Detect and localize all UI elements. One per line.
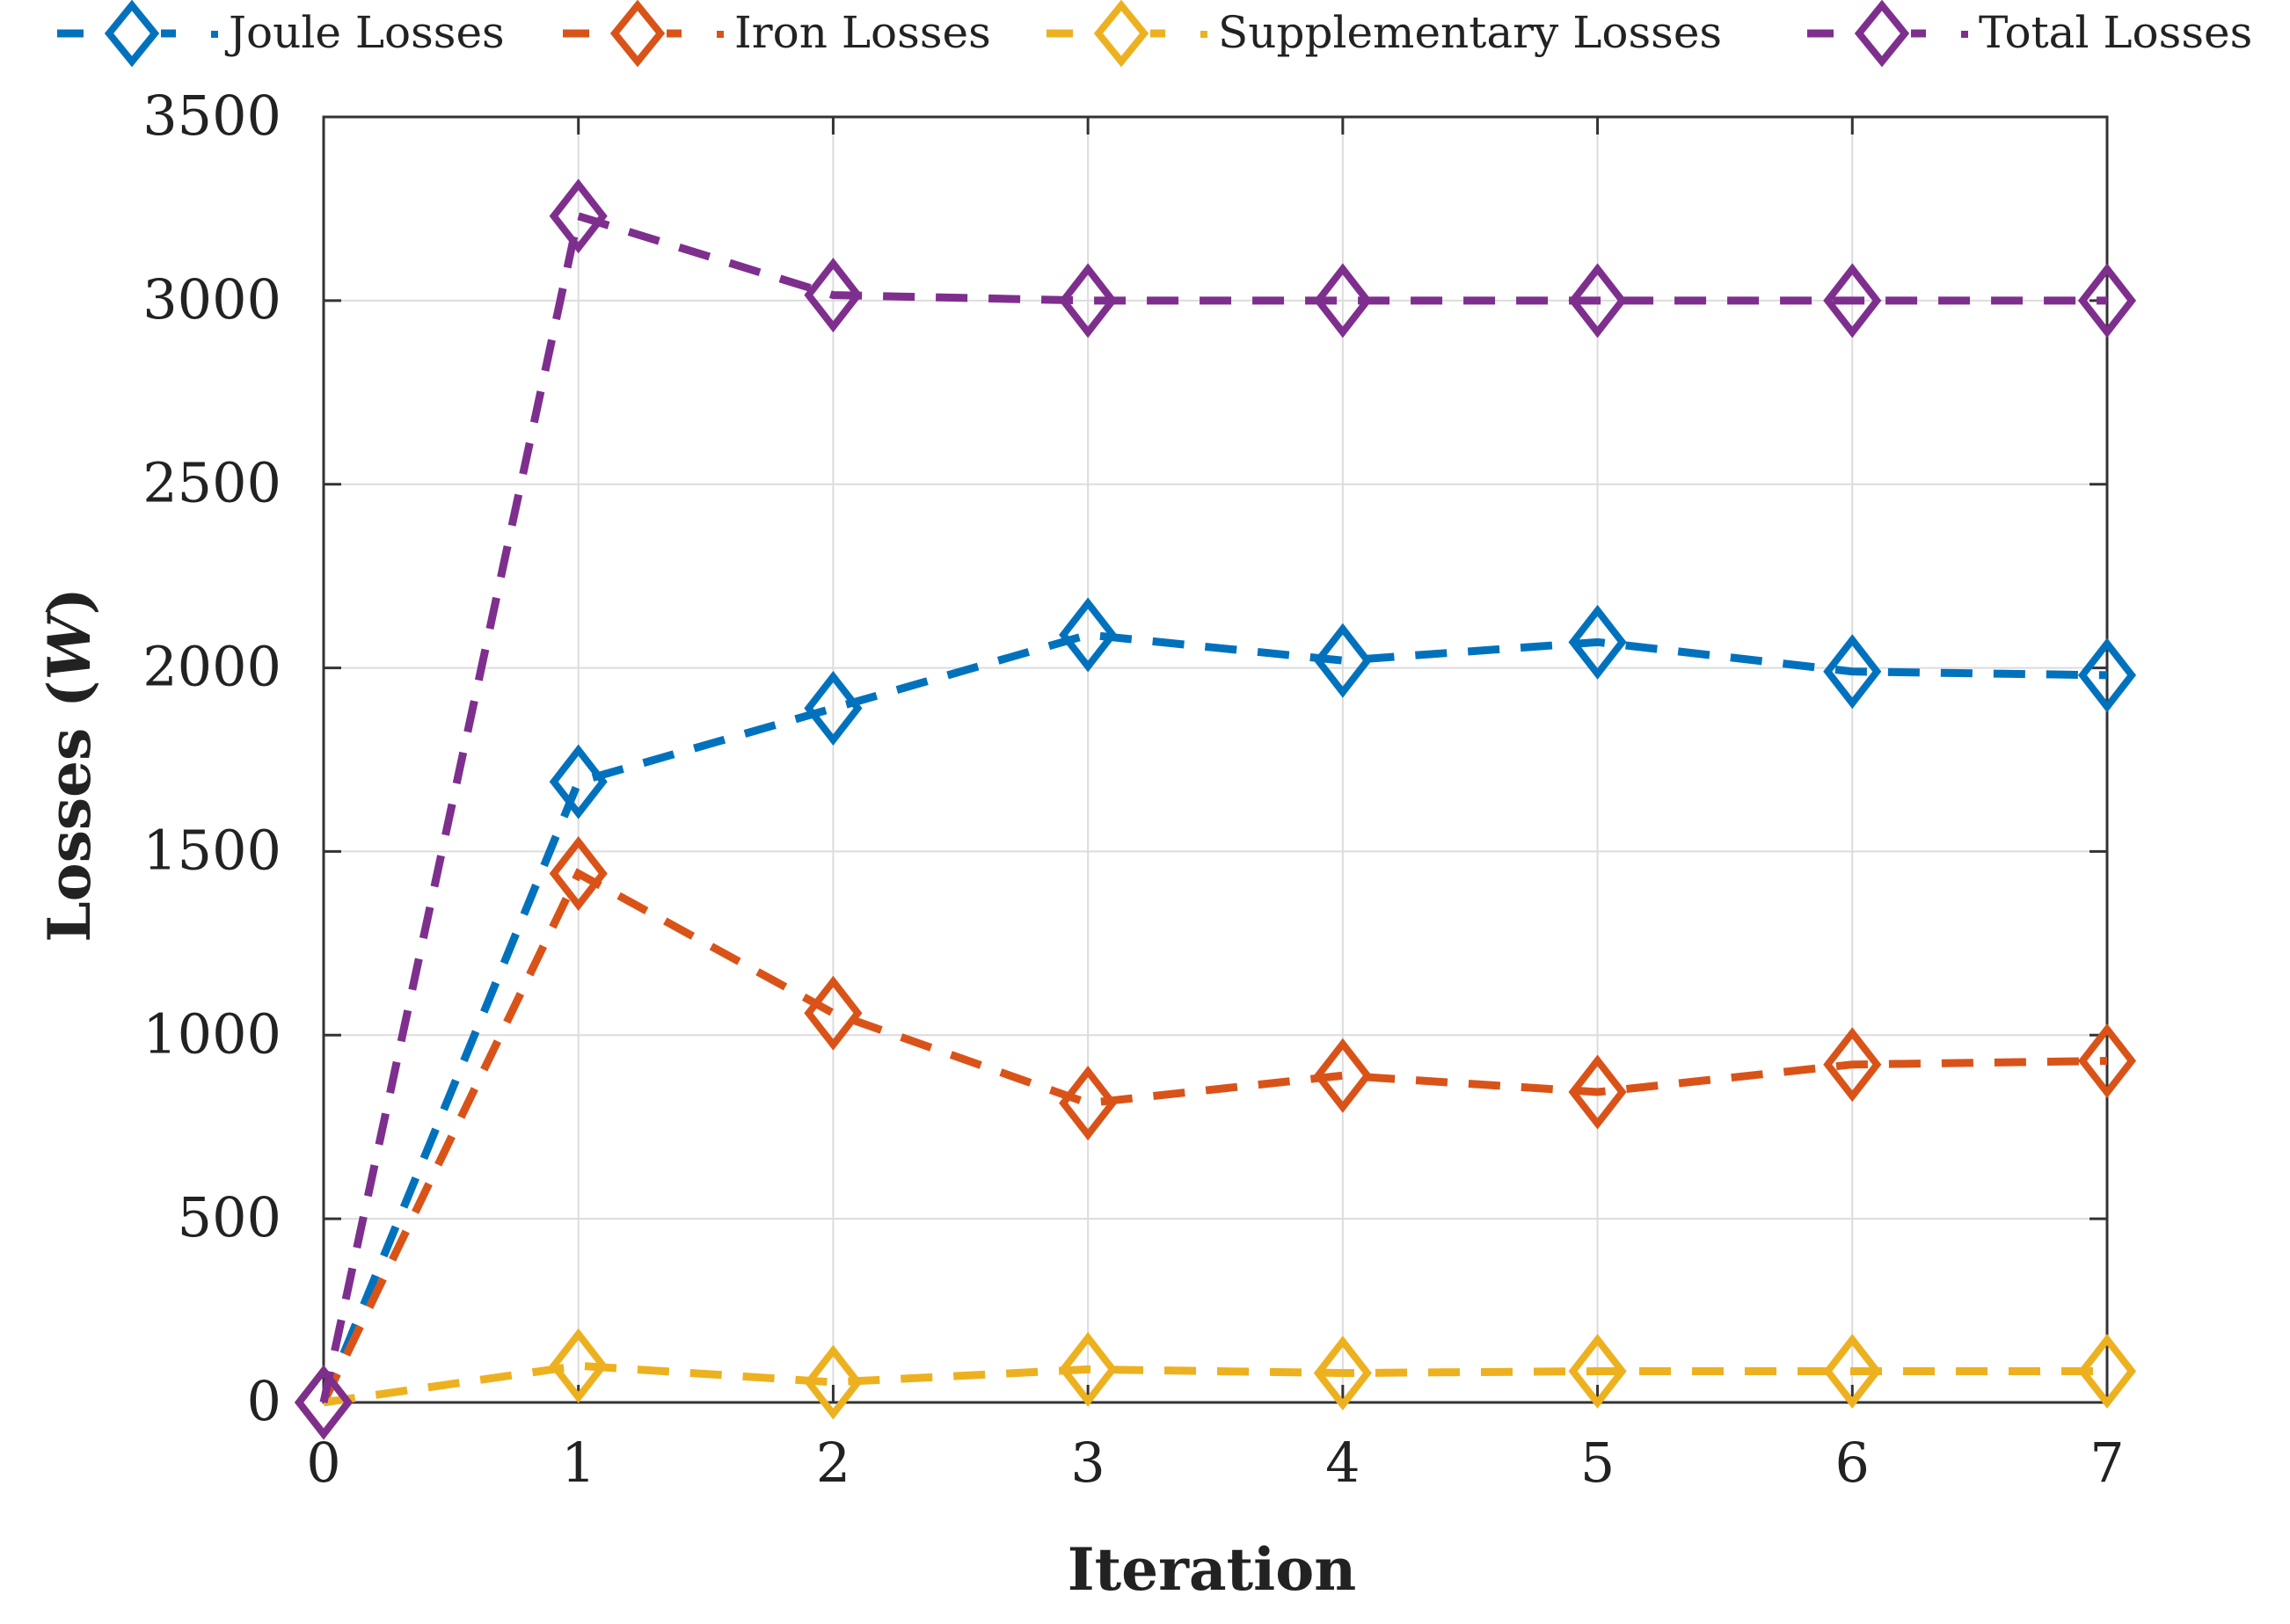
legend-label-total-losses: Total Losses (1979, 7, 2252, 58)
axes: 0 1 2 3 4 5 6 7 0 500 1000 1500 2000 2500 3000 3500 (142, 84, 2125, 1495)
y-tick-label: 1500 (142, 818, 281, 882)
y-tick-label: 3500 (142, 84, 281, 148)
y-tick-label: 500 (178, 1185, 281, 1249)
data-point-iron-losses (804, 975, 863, 1051)
legend-dot-joule-losses (211, 31, 218, 38)
y-tick-label: 1000 (142, 1001, 281, 1066)
data-point-total-losses (1823, 263, 1882, 339)
legend: Joule Losses Iron Losses Supplementary Los… (57, 0, 2252, 68)
legend-marker-joule-losses (104, 0, 160, 68)
data-point-total-losses (2077, 263, 2137, 339)
series-line-joule-losses (319, 630, 2108, 1404)
series-supplementary-losses (294, 1328, 2137, 1440)
legend-label-joule-losses: Joule Losses (224, 7, 505, 58)
data-point-joule-losses (1823, 634, 1882, 710)
series-line-total-losses (319, 211, 2107, 1403)
plot-frame (322, 115, 2109, 1404)
series-total-losses (294, 178, 2137, 1440)
y-axis-title: Losses (W) (35, 587, 104, 942)
legend-item-joule-losses: Joule Losses (57, 0, 505, 68)
data-point-supplementary-losses (2077, 1333, 2137, 1409)
y-tick-label: 2000 (142, 635, 281, 699)
data-point-iron-losses (2077, 1023, 2137, 1099)
grid (324, 117, 2107, 1402)
legend-dot-supplementary-losses (1200, 31, 1207, 38)
legend-label-supplementary-losses: Supplementary Losses (1218, 7, 1722, 58)
y-axis-title-close: ) (35, 587, 104, 615)
data-point-joule-losses (1568, 604, 1627, 680)
data-point-iron-losses (1823, 1027, 1882, 1103)
x-axis-title: Iteration (1068, 1535, 1356, 1604)
y-axis-title-main: Losses ( (35, 681, 104, 943)
data-point-supplementary-losses (1568, 1333, 1627, 1409)
x-tick-label: 5 (1580, 1431, 1615, 1495)
series-layer (294, 178, 2137, 1440)
data-point-joule-losses (2077, 637, 2137, 713)
x-tick-label: 2 (816, 1431, 850, 1495)
series-line-supplementary-losses (323, 1361, 2107, 1407)
data-point-supplementary-losses (549, 1328, 608, 1403)
x-tick-label: 4 (1325, 1431, 1360, 1495)
x-tick-label: 7 (2089, 1431, 2124, 1495)
data-point-supplementary-losses (804, 1344, 863, 1420)
series-iron-losses (294, 835, 2137, 1440)
data-point-total-losses (1568, 263, 1627, 339)
legend-item-iron-losses: Iron Losses (563, 0, 991, 68)
y-tick-label: 2500 (142, 451, 281, 515)
data-point-iron-losses (549, 835, 608, 912)
x-tick-label: 3 (1070, 1431, 1105, 1495)
data-point-supplementary-losses (1823, 1333, 1882, 1409)
legend-dot-iron-losses (717, 31, 724, 38)
x-tick-label: 1 (561, 1431, 595, 1495)
legend-dot-total-losses (1961, 31, 1968, 38)
y-tick-label: 3000 (142, 267, 281, 331)
series-joule-losses (294, 597, 2137, 1440)
data-point-total-losses (1059, 263, 1118, 339)
x-tick-label: 6 (1835, 1431, 1870, 1495)
data-point-supplementary-losses (1313, 1336, 1372, 1411)
y-tick-label: 0 (247, 1369, 281, 1433)
x-tick-label: 0 (306, 1431, 340, 1495)
legend-marker-total-losses (1854, 0, 1910, 68)
data-point-joule-losses (1059, 597, 1118, 673)
data-point-total-losses (804, 258, 863, 333)
data-point-iron-losses (1568, 1054, 1627, 1130)
legend-item-total-losses: Total Losses (1807, 0, 2252, 68)
data-point-supplementary-losses (1059, 1331, 1118, 1407)
data-point-joule-losses (1313, 623, 1372, 698)
data-point-joule-losses (549, 744, 608, 819)
data-point-total-losses (549, 178, 608, 254)
legend-item-supplementary-losses: Supplementary Losses (1047, 0, 1722, 68)
data-point-joule-losses (804, 671, 863, 746)
data-point-iron-losses (1313, 1038, 1372, 1113)
legend-label-iron-losses: Iron Losses (734, 7, 991, 58)
series-line-iron-losses (319, 868, 2108, 1404)
data-point-total-losses (1313, 263, 1372, 339)
data-point-iron-losses (1059, 1066, 1118, 1141)
legend-marker-iron-losses (609, 0, 666, 68)
y-axis-title-unit: W (35, 610, 104, 681)
data-point-total-losses (294, 1365, 354, 1440)
legend-marker-supplementary-losses (1093, 0, 1149, 68)
